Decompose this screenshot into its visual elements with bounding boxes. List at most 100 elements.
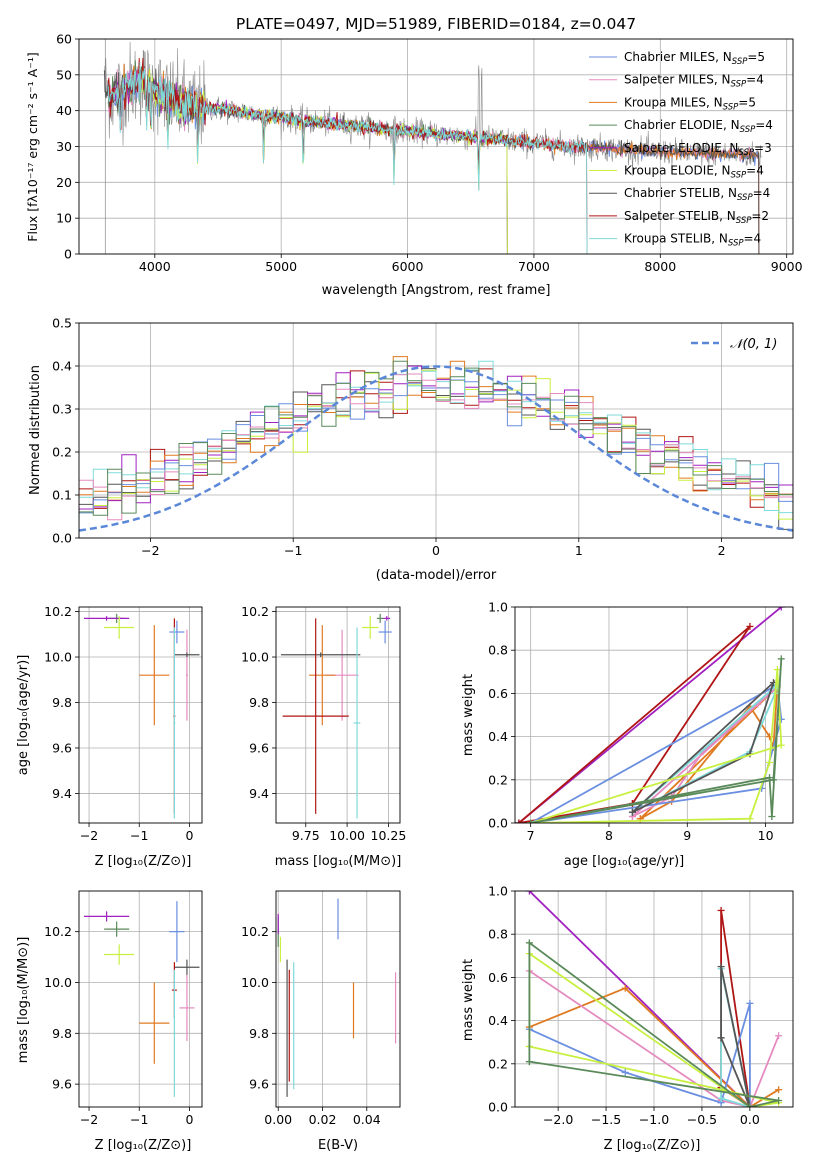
spectrum-panel: 4000 5000 6000 7000 8000 9000 0 10 20 30 40 50 60	[56, 32, 803, 275]
legend-count: =4	[753, 186, 771, 200]
chabrier-stelib-errorbar	[280, 652, 361, 658]
legend-text: Salpeter STELIB, N	[624, 209, 736, 223]
chabrier-elodie-errorbar	[104, 921, 130, 937]
x-tick-label: 0	[185, 1112, 193, 1127]
axes-frame	[78, 322, 794, 539]
chabrier-elodie-line	[528, 941, 779, 1107]
mass-weight-vs-age-panel: 7 8 9 10 0.0 0.2 0.4 0.6 0.8 1.0	[488, 600, 794, 843]
salpeter-miles-errorbar	[179, 974, 195, 1041]
grid	[79, 607, 202, 823]
y-tick-label: 0.2	[488, 772, 508, 787]
y-tick-label: 0.4	[52, 359, 72, 374]
kroupa-stelib-errorbar	[173, 627, 176, 819]
y-tick-label: 50	[56, 67, 72, 82]
x-tick-label: 9.75	[292, 828, 320, 843]
y-tick-label: 0.8	[488, 643, 508, 658]
age-vs-mass-panel: 9.75 10.00 10.25 9.4 9.6 9.8 10.0 10.2	[241, 604, 406, 843]
x-tick-label: 10	[758, 828, 774, 843]
axes-frame	[78, 606, 203, 824]
legend-subscript: SSP	[731, 80, 747, 90]
x-tick-label: −0.5	[687, 1112, 717, 1127]
chabrier-stelib-errorbar	[174, 652, 200, 658]
axes-frame	[275, 890, 401, 1108]
y-tick-label: 0.3	[52, 402, 72, 417]
y-tick-label: 10.0	[44, 650, 72, 665]
legend-count: =4	[744, 232, 762, 246]
x-tick-label: 9	[683, 828, 691, 843]
y-tick-label: 9.6	[249, 1077, 269, 1092]
x-tick-label: 1	[575, 543, 583, 558]
mass-vs-metallicity-panel: −2 −1 0 9.6 9.8 10.0 10.2	[44, 890, 203, 1127]
y-tick-label: 20	[56, 175, 72, 190]
legend-count: =5	[747, 50, 765, 64]
x-tick-label: 10.25	[371, 828, 407, 843]
y-tick-label: 10	[56, 211, 72, 226]
series-lines	[515, 607, 785, 823]
x-tick-label: 8000	[644, 259, 676, 274]
y-tick-label: 9.8	[249, 1026, 269, 1041]
error-bars	[280, 613, 392, 819]
x-tick-label: 7	[527, 828, 535, 843]
y-tick-label: 0.2	[52, 445, 72, 460]
legend-count: =4	[746, 73, 764, 87]
legend-count: =3	[754, 141, 772, 155]
kroupa-stelib-errorbar	[353, 627, 361, 819]
residual-legend: 𝒩(0, 1)	[691, 337, 777, 352]
y-tick-label: 0.8	[488, 927, 508, 942]
kroupa-elodie-series	[527, 666, 785, 823]
chabrier-stelib-legend-label: Chabrier STELIB, NSSP=4	[624, 186, 770, 203]
gaussian-curve	[79, 365, 793, 532]
x-tick-label: −1	[130, 828, 148, 843]
kroupa-stelib-errorbar	[173, 969, 176, 1097]
x-tick-label: −1.5	[591, 1112, 621, 1127]
x-tick-label: −1	[130, 1112, 148, 1127]
chabrier-elodie-histogram	[79, 360, 793, 538]
legend-count: =4	[746, 164, 764, 178]
figure-title: PLATE=0497, MJD=51989, FIBERID=0184, z=0…	[236, 15, 636, 33]
y-tick-label: 0.0	[52, 531, 72, 546]
age-vs-metallicity-panel: −2 −1 0 9.4 9.6 9.8 10.0 10.2	[44, 604, 203, 843]
gaussian-legend-label: 𝒩(0, 1)	[730, 337, 777, 352]
mass-weight-vs-metallicity-panel: −2.0 −1.5 −1.0 −0.5 0.0 0.0 0.2 0.4 0.6 0.8 1.0	[488, 884, 794, 1127]
legend-count: =4	[755, 118, 773, 132]
y-tick-label: 9.8	[52, 1026, 72, 1041]
x-tick-label: 2	[718, 543, 726, 558]
kroupa-miles-errorbar	[139, 625, 170, 726]
kroupa-miles-legend-label: Kroupa MILES, NSSP=5	[624, 95, 756, 112]
x-tick-label: 5000	[265, 259, 297, 274]
age-mass-x-label: mass [log₁₀(M/M⊙)]	[275, 854, 402, 869]
chabrier-stelib-series	[628, 679, 777, 816]
y-tick-label: 9.4	[52, 786, 72, 801]
mw-z-y-label: mass weight	[461, 959, 476, 1041]
axes-frame	[78, 890, 203, 1108]
y-tick-label: 10.2	[44, 604, 72, 619]
salpeter-elodie-errorbar	[84, 616, 130, 621]
ticks: −2 −1 0 1 2 0.0 0.1 0.2 0.3 0.4 0.5	[52, 316, 725, 559]
histograms	[79, 356, 793, 538]
y-tick-label: 0.0	[488, 816, 508, 831]
mass-z-x-label: Z [log₁₀(Z/Z⊙)]	[95, 1138, 192, 1153]
chabrier-elodie-errorbar	[376, 613, 384, 623]
salpeter-miles-line	[528, 970, 780, 1107]
kroupa-miles-errorbar	[139, 982, 170, 1064]
y-tick-label: 10.0	[241, 975, 269, 990]
salpeter-miles-errorbar	[185, 629, 188, 721]
residual-x-label: (data-model)/error	[376, 568, 497, 583]
salpeter-stelib-line	[517, 625, 751, 823]
legend-subscript: SSP	[723, 102, 739, 112]
chabrier-miles-legend-label: Chabrier MILES, NSSP=5	[624, 50, 765, 67]
y-tick-label: 0.4	[488, 729, 508, 744]
kroupa-stelib-model	[107, 62, 588, 254]
y-tick-label: 0.6	[488, 686, 508, 701]
salpeter-stelib-errorbar	[282, 618, 349, 814]
x-tick-label: 7000	[518, 259, 550, 274]
grid	[276, 607, 400, 823]
x-tick-label: 0	[185, 828, 193, 843]
spectrum-y-label: Flux [fλ10⁻¹⁷ erg cm⁻² s⁻¹ A⁻¹]	[25, 52, 40, 241]
ticks: 4000 5000 6000 7000 8000 9000 0 10 20 30 40 50 60	[56, 32, 803, 275]
x-tick-label: −2	[141, 543, 159, 558]
ticks: −2 −1 0 9.4 9.6 9.8 10.0 10.2	[44, 604, 193, 843]
y-tick-label: 9.8	[249, 695, 269, 710]
y-tick-label: 1.0	[488, 884, 508, 899]
